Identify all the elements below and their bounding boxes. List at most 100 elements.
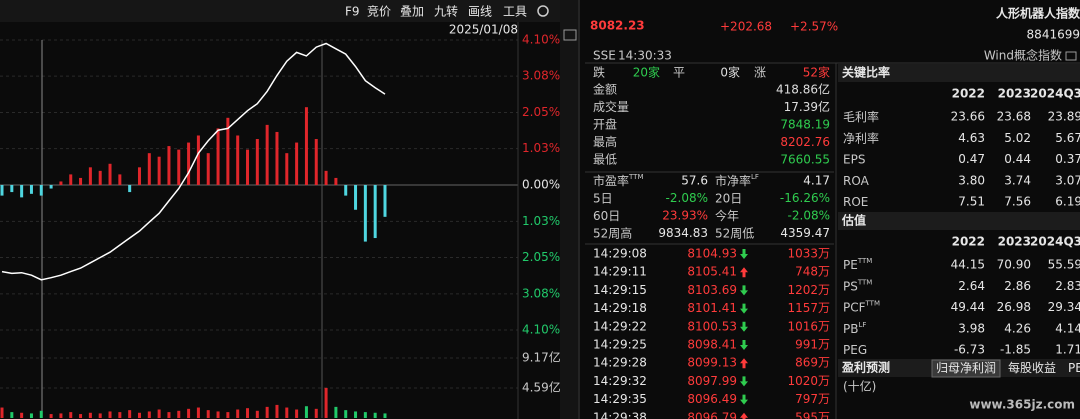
table-cell: 0.47: [958, 152, 985, 166]
side-icon[interactable]: [563, 29, 577, 41]
forecast-tab[interactable]: 每股收益: [1008, 360, 1056, 375]
index-category: Wind概念指数: [984, 48, 1062, 63]
trade-volume: 1016万: [787, 319, 830, 333]
volume-bar: [324, 387, 328, 418]
section-title: 盈利预测: [841, 360, 890, 375]
trade-price: 8097.99: [687, 374, 737, 388]
trade-time: 14:29:35: [593, 392, 647, 406]
volume-bar: [128, 410, 132, 418]
volume-bar: [137, 412, 141, 418]
breadth-label: 跌: [593, 65, 605, 80]
trade-volume: 748万: [795, 265, 830, 279]
table-row-label-sup: TTM: [857, 257, 872, 265]
toolbar-button[interactable]: 画线: [468, 5, 492, 19]
volume-bar: [275, 404, 279, 418]
momentum-bar: [177, 149, 181, 185]
table-cell: 70.90: [997, 258, 1031, 272]
volume-bar: [236, 409, 240, 418]
trade-time: 14:29:38: [593, 410, 647, 419]
table-row-label: PBLF: [843, 321, 866, 336]
metric-label-main: 市盈率: [593, 173, 629, 188]
trade-volume: 595万: [795, 410, 830, 419]
volume-bar: [10, 412, 14, 418]
volume-bar: [216, 411, 220, 418]
metric-label: 今年: [715, 208, 739, 223]
trade-arrow: [740, 358, 748, 369]
stat-value: 418.86亿: [776, 82, 830, 97]
table-cell: 4.63: [958, 131, 985, 145]
settings-icon[interactable]: [537, 5, 549, 17]
momentum-bar: [246, 149, 250, 185]
momentum-bar: [69, 174, 73, 185]
volume-bar: [344, 410, 348, 418]
table-header: 2024Q3: [1030, 235, 1080, 249]
toolbar-button[interactable]: 工具: [503, 5, 527, 19]
momentum-bar: [196, 135, 200, 185]
table-row-label-main: PEG: [843, 343, 867, 357]
trade-arrow: [740, 394, 748, 405]
table-cell: 2.64: [958, 279, 985, 293]
momentum-bar: [373, 185, 377, 239]
table-cell: 0.37: [1055, 152, 1080, 166]
y-tick-label: 0.00%: [522, 178, 560, 192]
table-cell: 0.44: [1004, 152, 1031, 166]
forecast-tab[interactable]: 归母净利润: [936, 361, 996, 375]
volume-bar: [295, 409, 299, 418]
toolbar-bg: [0, 0, 560, 22]
volume-tick-label: 9.17亿: [522, 350, 561, 365]
index-name: 人形机器人指数: [996, 6, 1080, 21]
stat-label: 开盘: [593, 117, 617, 132]
stat-label: 最低: [593, 153, 617, 167]
momentum-bar: [295, 142, 299, 185]
table-row-label-main: PE: [843, 258, 858, 272]
toolbar-button[interactable]: F9: [345, 5, 360, 19]
metric-label: 市净率LF: [715, 173, 759, 188]
toolbar-button[interactable]: 叠加: [400, 5, 424, 19]
momentum-bar: [98, 170, 102, 185]
momentum-bar: [354, 185, 358, 210]
momentum-bar: [128, 185, 132, 193]
trade-price: 8100.53: [687, 319, 737, 333]
table-cell: 49.44: [951, 300, 985, 314]
toolbar-button[interactable]: 九转: [434, 4, 458, 19]
volume-bar: [59, 413, 63, 418]
momentum-bar: [49, 185, 53, 189]
volume-bar: [226, 412, 230, 418]
info-icon[interactable]: [1065, 51, 1077, 61]
trade-arrow: [740, 340, 748, 350]
trade-price: 8101.41: [687, 301, 737, 315]
table-row-label: PEG: [843, 343, 867, 357]
table-header: 2023: [998, 235, 1031, 249]
momentum-bar: [29, 185, 33, 194]
trade-price: 8096.79: [687, 410, 737, 419]
table-cell: 23.66: [951, 110, 985, 124]
metric-label-sup: LF: [751, 173, 759, 181]
y-tick-label: 1.03%: [522, 214, 560, 228]
momentum-bar: [39, 185, 43, 196]
table-row-label-main: PCF: [843, 300, 866, 314]
stat-value: 8202.76: [780, 135, 830, 149]
stat-value: 7660.55: [780, 153, 830, 167]
forecast-unit: (十亿): [843, 379, 876, 394]
table-row-label-main: PB: [843, 321, 858, 335]
volume-bar: [108, 411, 112, 418]
table-cell: -6.73: [954, 343, 985, 357]
momentum-bar: [20, 185, 24, 198]
trade-time: 14:29:15: [593, 283, 647, 297]
toolbar-button[interactable]: 竞价: [367, 5, 391, 19]
trade-volume: 797万: [795, 392, 830, 406]
table-header: 2022: [952, 87, 985, 101]
momentum-bar: [383, 185, 387, 217]
volume-bar: [88, 412, 92, 418]
momentum-bar: [0, 185, 4, 196]
forecast-tab[interactable]: PE: [1068, 361, 1080, 375]
breadth-label: 涨: [754, 65, 766, 80]
momentum-bar: [167, 146, 171, 185]
momentum-bar: [187, 142, 191, 185]
metric-label-main: 52周低: [715, 226, 754, 240]
table-header: 2024Q3: [1030, 87, 1080, 101]
volume-bar: [69, 412, 73, 418]
table-cell: 6.19: [1055, 195, 1080, 209]
table-cell: 3.74: [1004, 173, 1031, 187]
table-row-label: PSTTM: [843, 278, 872, 293]
